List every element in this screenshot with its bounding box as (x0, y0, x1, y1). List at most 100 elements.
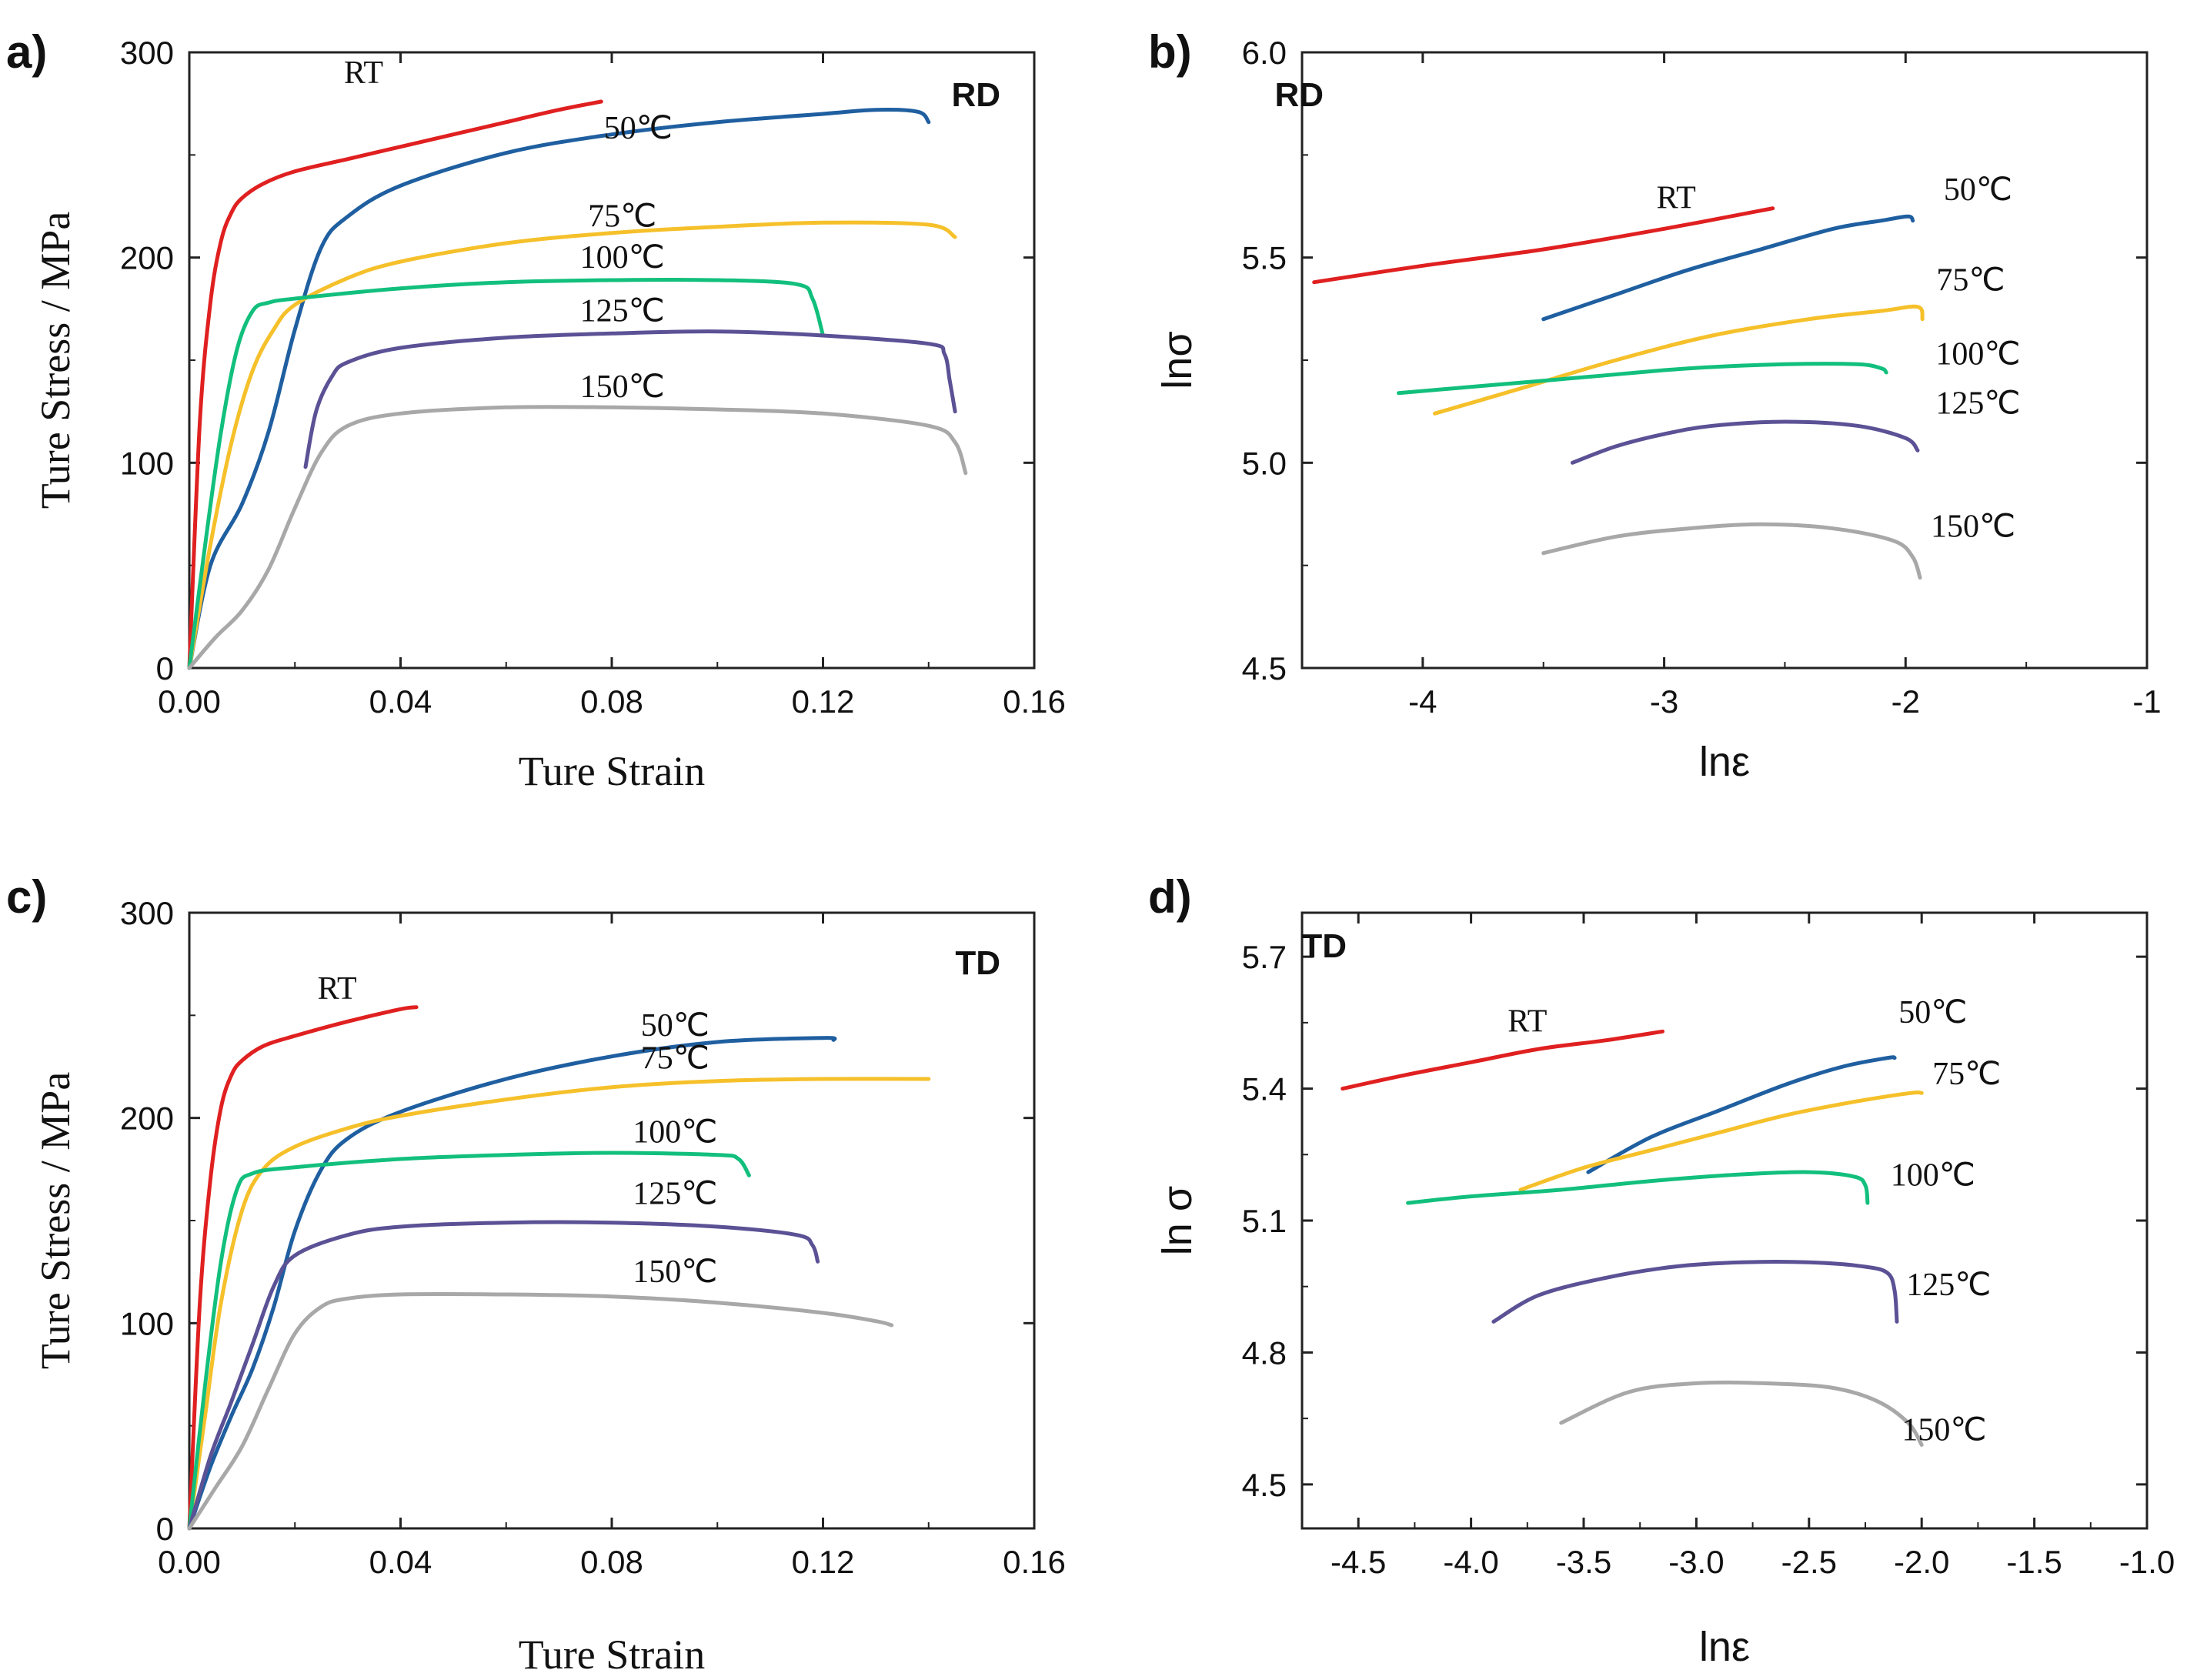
curve-label: 150℃ (580, 369, 665, 405)
y-tick-label: 300 (120, 895, 174, 931)
x-tick-label: -2.5 (1781, 1544, 1837, 1580)
x-tick-label: -4.0 (1443, 1544, 1498, 1580)
series-line-rt (187, 1005, 419, 1531)
curve-label: 100℃ (580, 240, 665, 276)
curve-label: 75℃ (1936, 262, 2005, 298)
y-tick-label: 200 (120, 1101, 174, 1137)
curve-label: 100℃ (1935, 336, 2020, 372)
curve-label: RT (1508, 1004, 1547, 1039)
curve-label: 100℃ (1891, 1157, 1975, 1193)
x-tick-label: -1.5 (2006, 1544, 2062, 1580)
series-line-150c (1559, 1380, 1924, 1447)
y-tick-label: 5.7 (1242, 939, 1287, 975)
y-tick-label: 4.5 (1242, 650, 1287, 686)
panel-letter: c) (6, 871, 47, 923)
x-tick-label: 0.00 (158, 1544, 221, 1580)
series-line-125c (303, 329, 957, 469)
plot-frame (1301, 911, 2149, 1530)
series-line-rt (1341, 1029, 1664, 1091)
series-line-rt (187, 99, 603, 670)
panel-letter: a) (6, 26, 47, 78)
series-line-100c (1406, 1170, 1870, 1205)
series-line-150c (1541, 522, 1922, 580)
curve-label: 50℃ (1898, 995, 1967, 1030)
series-line-50c (1541, 214, 1915, 322)
x-tick-label: -4 (1408, 683, 1437, 720)
direction-label: RD (951, 76, 1000, 114)
curve-label: RT (1657, 181, 1696, 216)
y-tick-label: 200 (120, 240, 174, 276)
curve-label: RT (344, 55, 383, 91)
chart-panel-b: b) -4 -3 -2 -1 4.5 5.0 5.5 6.0 lnε lnσ RD RT 50℃ 75℃ 10… (1148, 26, 2162, 785)
y-tick-label: 5.1 (1242, 1203, 1287, 1239)
curve-label: 75℃ (1932, 1057, 2001, 1092)
x-tick-label: -3.5 (1556, 1544, 1611, 1580)
series-line-75c (187, 1077, 931, 1531)
series-line-150c (187, 1291, 894, 1531)
chart-panel-d: d) -4.5 -4.0 -3.5 -3.0 -2.5 -2.0 -1.5 -1.0 4.5 4.8… (1148, 871, 2175, 1670)
panel-letter: d) (1148, 871, 1192, 923)
series-line-50c (187, 108, 931, 670)
curve-label: 50℃ (641, 1008, 710, 1044)
y-tick-label: 100 (120, 1305, 174, 1341)
y-tick-label: 6.0 (1242, 35, 1287, 71)
x-tick-label: 0.04 (369, 683, 432, 720)
x-tick-label: 0.12 (792, 683, 855, 720)
curve-label: 150℃ (1902, 1413, 1986, 1448)
y-tick-label: 100 (120, 445, 174, 481)
x-tick-label: -4.5 (1331, 1544, 1386, 1580)
curve-label: 75℃ (588, 199, 656, 235)
panel-letter: b) (1148, 26, 1192, 78)
y-tick-label: 300 (120, 35, 174, 71)
curve-label: 125℃ (580, 293, 665, 329)
series-line-100c (187, 277, 825, 670)
curve-label: 50℃ (1944, 172, 2012, 208)
y-tick-label: 5.4 (1242, 1071, 1287, 1107)
y-tick-label: 4.5 (1242, 1467, 1287, 1503)
curve-label: 150℃ (1931, 509, 2015, 544)
curve-label: RT (318, 971, 357, 1007)
series-line-50c (1586, 1055, 1897, 1174)
series-line-125c (1570, 419, 1920, 465)
y-axis-title: lnσ (1154, 331, 1200, 389)
x-tick-label: -2.0 (1894, 1544, 1949, 1580)
series-line-125c (187, 1220, 820, 1531)
y-axis-title: ln σ (1154, 1186, 1200, 1255)
curve-label: 125℃ (1906, 1268, 1991, 1303)
series-line-125c (1491, 1260, 1899, 1324)
x-tick-label: -1 (2132, 683, 2161, 720)
series-line-100c (1397, 362, 1888, 396)
y-tick-label: 5.5 (1242, 240, 1287, 276)
series-line-75c (187, 220, 957, 670)
chart-panel-c: c) 0.00 0.04 0.08 0.12 0.16 0 100 200 300 Ture Str… (6, 871, 1066, 1678)
chart-panel-a: a) 0.00 0.04 0.08 0.12 0.16 0 100 200 300 Ture Str… (6, 26, 1066, 794)
y-tick-label: 0 (156, 650, 174, 686)
series-line-150c (187, 405, 968, 670)
series-line-50c (187, 1036, 837, 1531)
x-tick-label: -3.0 (1668, 1544, 1724, 1580)
series-line-75c (1518, 1090, 1924, 1192)
x-tick-label: 0.12 (792, 1544, 855, 1580)
x-tick-label: 0.08 (580, 1544, 643, 1580)
direction-label: TD (955, 944, 1000, 982)
curve-label: 150℃ (633, 1254, 717, 1290)
y-axis-title: Ture Stress / MPa (32, 1072, 78, 1370)
x-tick-label: 0.16 (1003, 1544, 1066, 1580)
curve-label: 100℃ (633, 1115, 717, 1151)
curve-label: 125℃ (633, 1177, 717, 1212)
curve-label: 50℃ (604, 111, 673, 146)
y-axis-title: Ture Stress / MPa (32, 212, 78, 509)
series-line-75c (1433, 304, 1925, 416)
x-tick-label: -3 (1650, 683, 1678, 720)
series-line-rt (1312, 206, 1775, 285)
y-tick-label: 5.0 (1242, 445, 1287, 481)
direction-label: TD (1301, 927, 1347, 965)
curve-label: 125℃ (1935, 386, 2020, 421)
x-tick-label: 0.08 (580, 683, 643, 720)
x-tick-label: -1.0 (2119, 1544, 2175, 1580)
x-axis-title: lnε (1699, 739, 1750, 785)
x-axis-title: Ture Strain (519, 1632, 706, 1678)
x-axis-title: lnε (1699, 1624, 1750, 1670)
plot-frame (188, 911, 1036, 1530)
